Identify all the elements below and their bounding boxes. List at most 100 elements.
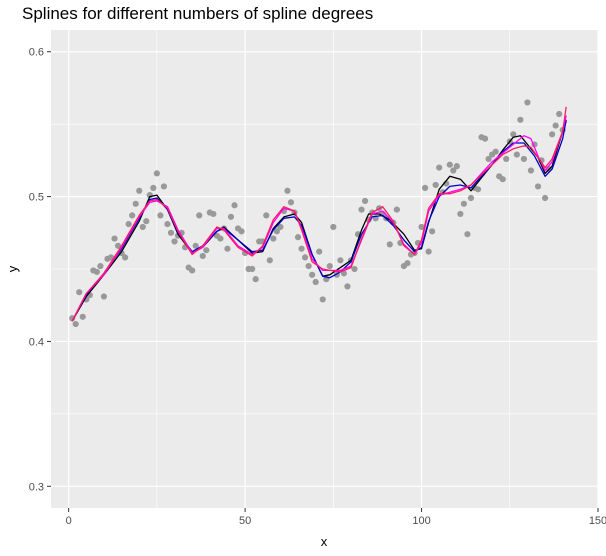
data-point <box>164 220 171 228</box>
data-point <box>446 161 453 168</box>
data-point <box>319 296 326 303</box>
data-point <box>196 212 203 219</box>
data-point <box>436 164 443 171</box>
data-point <box>513 151 520 158</box>
y-tick-label: 0.4 <box>29 336 44 348</box>
data-point <box>136 187 143 194</box>
data-point <box>510 131 517 138</box>
x-tick-label: 150 <box>589 515 606 527</box>
data-point <box>199 252 206 260</box>
data-point <box>249 265 256 273</box>
data-point <box>132 200 139 207</box>
spline-line-4 <box>71 106 567 322</box>
data-point <box>189 267 196 274</box>
data-point <box>418 223 425 231</box>
data-point <box>263 212 270 219</box>
data-point <box>217 235 224 242</box>
data-point <box>393 206 400 213</box>
data-point <box>301 254 309 261</box>
data-point <box>72 320 79 328</box>
data-point <box>79 313 86 320</box>
data-point <box>298 245 305 252</box>
data-point <box>450 167 457 174</box>
data-point <box>344 283 351 290</box>
y-axis: 0.3 0.4 0.5 0.6 <box>29 47 51 493</box>
data-point <box>549 131 556 138</box>
data-point <box>464 231 471 238</box>
data-point <box>294 234 302 241</box>
data-point <box>93 268 100 275</box>
data-point <box>312 278 319 286</box>
data-point <box>326 263 333 270</box>
data-point <box>231 202 238 209</box>
data-point <box>252 276 259 283</box>
data-point <box>474 186 482 193</box>
data-point <box>524 99 531 106</box>
data-point <box>429 228 436 235</box>
data-point <box>351 265 358 273</box>
data-point <box>404 260 411 267</box>
data-point <box>100 293 108 300</box>
y-tick-label: 0.5 <box>29 192 44 204</box>
data-point <box>150 184 157 191</box>
data-point <box>287 199 295 206</box>
data-point <box>503 155 510 163</box>
data-point <box>139 223 146 231</box>
data-point <box>316 248 323 255</box>
x-tick-label: 50 <box>239 515 251 527</box>
data-point <box>238 228 245 235</box>
data-point <box>481 135 489 142</box>
data-point <box>467 194 475 202</box>
x-tick-label: 0 <box>66 515 72 527</box>
data-point <box>517 116 524 123</box>
data-point <box>143 218 150 225</box>
spline-lines <box>71 106 567 322</box>
data-point <box>485 155 492 163</box>
data-point <box>224 245 231 252</box>
y-axis-title: y <box>5 265 20 272</box>
data-point <box>114 242 122 249</box>
data-point <box>520 155 527 163</box>
data-point <box>305 263 312 270</box>
data-point <box>492 148 499 155</box>
x-axis-title: x <box>321 534 328 549</box>
data-point <box>284 187 291 194</box>
data-point <box>129 212 136 219</box>
data-point <box>277 223 284 231</box>
data-point <box>153 170 160 177</box>
data-point <box>453 163 460 170</box>
data-point <box>125 220 132 228</box>
data-point <box>97 263 104 270</box>
data-point <box>457 210 464 218</box>
data-point <box>273 228 280 235</box>
y-tick-label: 0.3 <box>29 481 44 493</box>
data-point <box>421 184 429 191</box>
major-gridlines <box>51 30 599 508</box>
data-point <box>157 212 164 219</box>
data-point <box>337 257 344 264</box>
data-point <box>76 289 83 296</box>
x-tick-label: 100 <box>412 515 430 527</box>
data-point <box>499 176 506 183</box>
data-point <box>160 183 168 190</box>
data-point <box>111 235 118 242</box>
chart-title: Splines for different numbers of spline … <box>22 4 374 23</box>
data-point <box>192 242 199 249</box>
data-point <box>425 248 432 255</box>
data-point <box>167 229 175 236</box>
y-tick-label: 0.6 <box>29 47 44 59</box>
data-point <box>556 110 563 118</box>
data-point <box>270 235 277 242</box>
data-point <box>210 210 217 218</box>
data-point <box>527 167 535 174</box>
data-point <box>330 223 337 231</box>
data-point <box>171 238 178 245</box>
data-point <box>432 181 439 189</box>
data-point <box>227 213 235 220</box>
x-axis: 0 50 100 150 <box>66 508 606 527</box>
data-point <box>203 247 210 254</box>
data-point <box>460 200 467 207</box>
data-point <box>534 183 542 190</box>
data-point <box>122 254 129 261</box>
